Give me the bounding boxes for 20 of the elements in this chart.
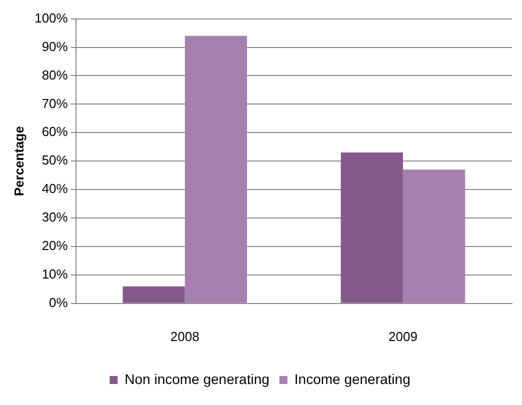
bar [122, 286, 185, 303]
bar [402, 170, 466, 303]
y-axis-title: Percentage [11, 126, 26, 196]
y-tick-label: 10% [42, 266, 68, 282]
bar [340, 152, 403, 303]
bar [184, 36, 248, 303]
y-tick-label: 60% [42, 124, 68, 140]
y-tick-label: 30% [42, 210, 68, 225]
x-tick-label: 2009 [388, 328, 418, 344]
legend-label: Income generating [294, 370, 410, 387]
y-tick-label: 50% [42, 152, 68, 168]
y-tick-label: 20% [42, 238, 68, 254]
y-tick-label: 70% [42, 96, 68, 111]
y-tick-label: 0% [49, 294, 68, 310]
y-tick-label: 80% [42, 67, 68, 82]
y-tick-label: 90% [42, 38, 68, 54]
legend-label: Non income generating [124, 370, 270, 387]
y-tick-label: 100% [34, 10, 68, 26]
x-tick-label: 2008 [170, 328, 200, 344]
y-tick-label: 40% [42, 181, 68, 196]
